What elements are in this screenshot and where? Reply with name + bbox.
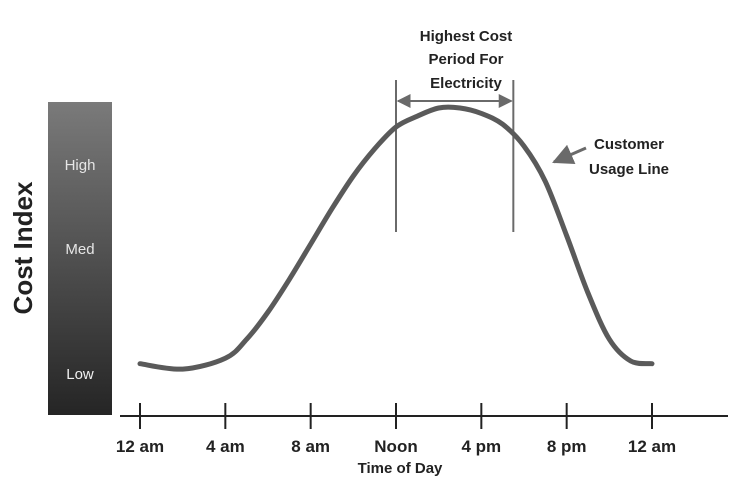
usage-line-label-line2: Usage Line [589,161,669,178]
peak-band-label-line1: Highest Cost [420,28,513,45]
usage-line-arrow [552,144,587,165]
y-axis-label: Cost Index [8,181,38,314]
usage-line [137,104,655,372]
peak-cost-band [395,80,515,232]
x-tick-label: 4 pm [461,437,501,456]
x-tick-label: 8 am [291,437,330,456]
x-tick-label: Noon [374,437,417,456]
x-axis-label: Time of Day [358,460,443,477]
peak-band-label-line2: Period For [428,51,503,68]
x-tick-label: 4 am [206,437,245,456]
cost-level-low: Low [66,366,94,383]
x-tick-label: 12 am [628,437,676,456]
peak-band-label-line3: Electricity [430,75,502,92]
cost-index-bar [48,102,112,415]
x-axis-ticks: 12 am 4 am 8 am Noon 4 pm 8 pm 12 am [116,403,676,456]
cost-level-med: Med [65,241,94,258]
x-tick-label: 12 am [116,437,164,456]
usage-line-label-line1: Customer [594,136,664,153]
cost-level-high: High [65,157,96,174]
x-tick-label: 8 pm [547,437,587,456]
